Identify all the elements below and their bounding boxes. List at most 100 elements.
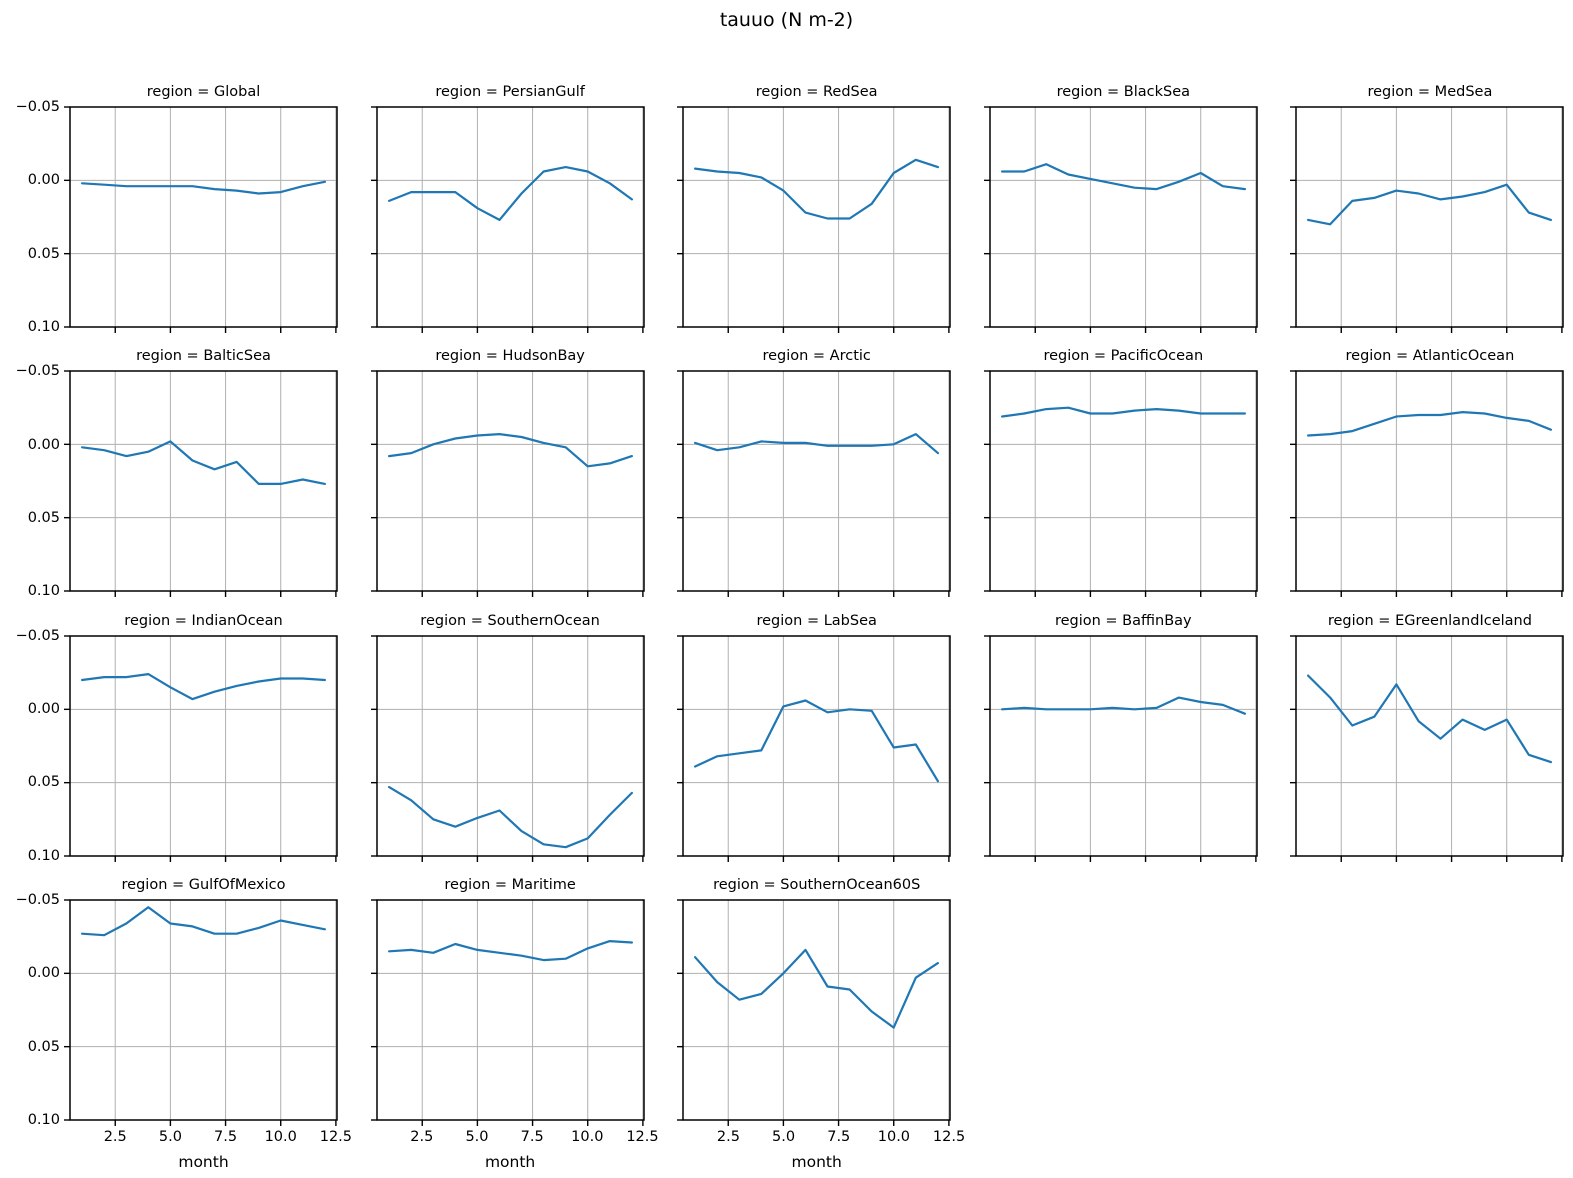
facet-MedSea: region = MedSea xyxy=(1290,84,1565,333)
figure-title: tauuo (N m-2) xyxy=(719,9,854,31)
facet-plot xyxy=(983,106,1258,333)
y-tick-label: 0.05 xyxy=(27,509,60,526)
y-tick-label: 0.05 xyxy=(27,245,60,262)
facet-PersianGulf: region = PersianGulf xyxy=(370,84,645,333)
y-tick-label: 0.10 xyxy=(27,847,60,864)
facet-title: region = IndianOcean xyxy=(124,612,283,629)
y-tick-label: 0.00 xyxy=(27,965,60,982)
facet-plot xyxy=(1290,634,1565,862)
facet-plot xyxy=(370,899,645,1126)
facet-title: region = GulfOfMexico xyxy=(121,876,286,893)
y-tick-label: 0.10 xyxy=(27,319,60,335)
y-tick-label: 0.05 xyxy=(27,774,60,791)
axes-spine xyxy=(375,899,645,1121)
series-line xyxy=(694,433,940,455)
facet-SouthernOcean60S: region = SouthernOcean60S 2.5 5.0 7.5 10.0 12… xyxy=(677,877,965,1171)
facet-Global: region = Global −0.05 0.00 0.05 0.10 xyxy=(16,84,338,335)
axes-spine xyxy=(989,106,1258,328)
axes-spine xyxy=(682,634,951,857)
facet-PacificOcean: region = PacificOcean xyxy=(983,348,1258,598)
facet-GulfOfMexico: region = GulfOfMexico −0.05 0.00 0.05 0.10 2.… xyxy=(16,877,352,1171)
axes-spine xyxy=(69,899,338,1121)
axes-spine xyxy=(375,634,645,857)
facet-title: region = BaffinBay xyxy=(1054,612,1192,629)
facet-plot xyxy=(677,899,951,1126)
x-tick-label: 7.5 xyxy=(520,1128,544,1145)
series-line xyxy=(694,948,940,1029)
facet-plot xyxy=(677,370,951,598)
facet-title: region = RedSea xyxy=(755,84,878,100)
y-tick-label: 0.00 xyxy=(27,172,60,189)
facet-title: region = Global xyxy=(146,84,261,100)
x-tick-label: 2.5 xyxy=(103,1128,127,1145)
series-line xyxy=(694,698,940,782)
x-tick-label: 2.5 xyxy=(410,1128,434,1145)
series-line xyxy=(1000,696,1246,715)
axes-spine xyxy=(69,634,338,857)
facet-title: region = SouthernOcean60S xyxy=(713,876,921,893)
facet-EGreenlandIceland: region = EGreenlandIceland xyxy=(1290,613,1565,862)
x-tick-label: 10.0 xyxy=(571,1128,604,1145)
facet-RedSea: region = RedSea xyxy=(677,84,951,333)
facet-plot xyxy=(677,106,951,333)
series-line xyxy=(81,440,326,486)
facet-Arctic: region = Arctic xyxy=(677,348,951,598)
x-tick-label: 5.0 xyxy=(158,1128,182,1145)
x-tick-label: 10.0 xyxy=(877,1128,911,1145)
series-line xyxy=(1307,674,1553,763)
facet-title: region = PacificOcean xyxy=(1043,348,1204,365)
facet-title: region = LabSea xyxy=(756,612,877,629)
facet-LabSea: region = LabSea xyxy=(677,613,951,862)
facet-plot xyxy=(64,106,338,333)
y-tick-label: −0.05 xyxy=(15,363,60,380)
series-line xyxy=(81,906,326,937)
axes-spine xyxy=(682,106,951,328)
axes-spine xyxy=(989,634,1258,857)
y-tick-label: 0.05 xyxy=(27,1038,60,1055)
series-line xyxy=(387,165,633,222)
facet-AtlanticOcean: region = AtlanticOcean xyxy=(1290,348,1565,598)
facet-Maritime: region = Maritime 2.5 5.0 7.5 10.0 12.5 month xyxy=(370,877,659,1171)
facet-title: region = Arctic xyxy=(762,348,871,365)
facet-plot xyxy=(1290,370,1565,598)
series-line xyxy=(1307,183,1553,226)
facet-plot xyxy=(64,370,338,598)
x-tick-label: 5.0 xyxy=(465,1128,489,1145)
facet-plot xyxy=(370,634,645,862)
axes-spine xyxy=(1295,634,1565,857)
axes-spine xyxy=(69,106,338,328)
facet-title: region = EGreenlandIceland xyxy=(1327,612,1532,629)
axes-spine xyxy=(375,106,645,328)
x-tick-label: 12.5 xyxy=(932,1128,966,1145)
axes-spine xyxy=(1295,106,1565,328)
axes-spine xyxy=(682,370,951,593)
y-tick-label: −0.05 xyxy=(15,627,60,644)
series-line xyxy=(387,785,633,848)
facet-plot xyxy=(370,106,645,333)
facet-title: region = SouthernOcean xyxy=(420,612,600,629)
facet-BalticSea: region = BalticSea −0.05 0.00 0.05 0.10 xyxy=(16,348,338,599)
axes-spine xyxy=(1295,370,1565,593)
facet-title: region = BlackSea xyxy=(1056,84,1191,100)
series-line xyxy=(81,672,326,700)
x-axis-label: month xyxy=(178,1152,229,1171)
x-tick-label: 12.5 xyxy=(319,1128,353,1145)
y-tick-label: 0.00 xyxy=(27,436,60,453)
facet-BlackSea: region = BlackSea xyxy=(983,84,1258,333)
y-tick-label: 0.00 xyxy=(27,700,60,717)
series-line xyxy=(81,180,326,195)
x-tick-label: 10.0 xyxy=(264,1128,297,1145)
facet-plot xyxy=(64,634,338,862)
facet-title: region = AtlanticOcean xyxy=(1345,348,1515,365)
series-line xyxy=(1307,411,1553,437)
facet-HudsonBay: region = HudsonBay xyxy=(370,348,645,598)
x-tick-label: 2.5 xyxy=(716,1128,740,1145)
facet-title: region = BalticSea xyxy=(136,348,271,365)
facet-title: region = MedSea xyxy=(1367,84,1493,100)
facet-IndianOcean: region = IndianOcean −0.05 0.00 0.05 0.10 xyxy=(16,613,338,864)
series-line xyxy=(1000,163,1246,191)
series-line xyxy=(387,433,633,468)
facet-title: region = HudsonBay xyxy=(435,348,585,365)
facet-plot xyxy=(983,370,1258,598)
